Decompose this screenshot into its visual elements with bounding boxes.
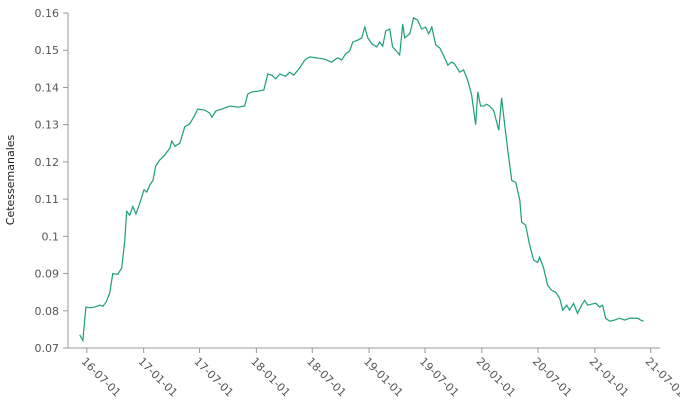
x-tick-label: 17-07-01: [191, 355, 236, 400]
x-tick-label: 20-01-01: [474, 355, 519, 400]
line: [79, 16, 644, 343]
y-axis-label: Cetessemanales: [4, 134, 17, 225]
x-tick-label: 17-01-01: [136, 355, 181, 400]
x-tick-label: 18-07-01: [304, 355, 349, 400]
x-tick-label: 21-07-01: [643, 355, 680, 400]
x-tick-label: 20-07-01: [530, 355, 575, 400]
y-tick-label: 0.14: [35, 81, 60, 94]
x-tick-label: 21-01-01: [587, 355, 632, 400]
x-tick-label: 19-07-01: [417, 355, 462, 400]
y-tick-label: 0.16: [35, 7, 60, 20]
y-tick-label: 0.15: [35, 44, 60, 57]
x-tick-label: 18-01-01: [248, 355, 293, 400]
y-tick-label: 0.11: [35, 193, 60, 206]
x-tick-label: 19-01-01: [361, 355, 406, 400]
y-tick-label: 0.09: [35, 268, 60, 281]
y-tick-label: 0.12: [35, 156, 60, 169]
y-tick-label: 0.07: [35, 342, 60, 355]
y-tick-label: 0.13: [35, 119, 60, 132]
x-tick-label: 16-07-01: [79, 355, 124, 400]
y-tick-label: 0.08: [35, 305, 60, 318]
y-tick-label: 0.1: [42, 230, 60, 243]
